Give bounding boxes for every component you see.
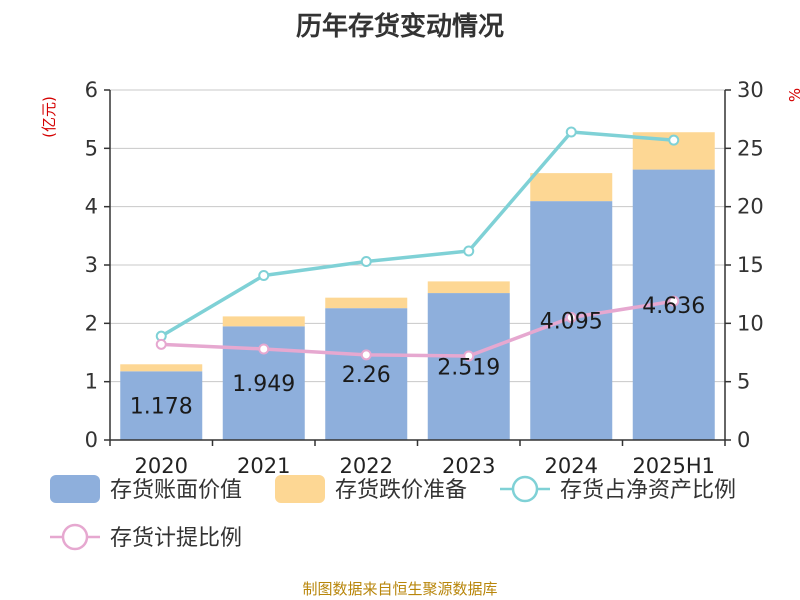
line-series-1 bbox=[160, 130, 674, 338]
bar-inventory-book-value bbox=[120, 371, 203, 440]
footer-source: 制图数据来自恒生聚源数据库 bbox=[302, 580, 497, 598]
axes: 0 1 2 3 4 5 6 0 5 10 15 20 25 30 2020 2021 2022 2023 2024 2… bbox=[85, 78, 764, 478]
bar-inventory-impairment bbox=[120, 364, 203, 372]
legend-marker bbox=[61, 523, 89, 551]
bar-inventory-impairment bbox=[530, 173, 613, 202]
y-left-tick-label: 3 bbox=[85, 253, 98, 277]
x-tick-label: 2022 bbox=[340, 454, 393, 478]
legend-marker bbox=[511, 475, 539, 503]
chart-title: 历年存货变动情况 bbox=[296, 11, 504, 42]
line-point bbox=[668, 295, 680, 307]
y-right-tick-label: 0 bbox=[737, 428, 750, 452]
y-right-tick-label: 30 bbox=[737, 78, 764, 102]
line-point bbox=[463, 245, 475, 257]
bar-value-label: 4.095 bbox=[540, 310, 603, 335]
y-left-tick-label: 0 bbox=[85, 428, 98, 452]
legend-label: 存货跌价准备 bbox=[335, 478, 467, 503]
y-axis-left-label: (亿元) bbox=[40, 96, 58, 138]
y-left-tick-label: 6 bbox=[85, 78, 98, 102]
line-point bbox=[668, 134, 680, 146]
bar-value-label: 1.949 bbox=[232, 372, 295, 397]
bar-inventory-impairment bbox=[222, 316, 305, 327]
bar-value-label: 1.178 bbox=[130, 395, 193, 420]
legend-bar-swatch bbox=[50, 475, 100, 503]
y-left-tick-label: 2 bbox=[85, 311, 98, 335]
y-left-tick-label: 5 bbox=[85, 136, 98, 160]
line-point bbox=[463, 350, 475, 362]
bars bbox=[120, 132, 715, 441]
x-tick-label: 2021 bbox=[237, 454, 290, 478]
y-right-tick-label: 20 bbox=[737, 195, 764, 219]
line-point bbox=[258, 343, 270, 355]
x-tick-label: 2025H1 bbox=[632, 454, 715, 478]
line-point bbox=[258, 270, 270, 281]
y-right-tick-label: 10 bbox=[737, 311, 764, 335]
bar-value-label: 2.519 bbox=[437, 356, 500, 381]
bar-value-label: 2.26 bbox=[342, 363, 391, 388]
series-lines bbox=[155, 126, 680, 362]
legend-label: 存货计提比例 bbox=[110, 526, 242, 551]
legend-bar-swatch bbox=[275, 475, 325, 503]
bar-inventory-impairment bbox=[427, 281, 510, 294]
x-tick-label: 2023 bbox=[442, 454, 495, 478]
y-axis-right-label: % bbox=[786, 88, 800, 102]
x-tick-label: 2024 bbox=[545, 454, 598, 478]
legend-label: 存货账面价值 bbox=[110, 478, 242, 503]
legend-label: 存货占净资产比例 bbox=[560, 478, 736, 503]
line-point bbox=[360, 256, 372, 267]
y-left-tick-label: 1 bbox=[85, 370, 98, 394]
y-left-tick-label: 4 bbox=[85, 195, 98, 219]
y-right-tick-label: 15 bbox=[737, 253, 764, 277]
line-point bbox=[565, 312, 577, 323]
y-right-tick-label: 5 bbox=[737, 370, 750, 394]
line-point bbox=[155, 338, 167, 350]
bar-value-label: 4.636 bbox=[642, 294, 705, 319]
bar-inventory-book-value bbox=[427, 293, 510, 440]
grid-lines bbox=[110, 89, 725, 383]
bar-inventory-book-value bbox=[325, 308, 408, 440]
data-labels: 1.178 1.949 2.26 2.519 4.095 4.636 bbox=[130, 294, 705, 420]
x-tick-label: 2020 bbox=[135, 454, 188, 478]
bar-inventory-impairment bbox=[325, 297, 408, 309]
y-right-tick-label: 25 bbox=[737, 136, 764, 160]
line-point bbox=[565, 126, 577, 138]
line-series-2 bbox=[161, 299, 675, 358]
line-point bbox=[360, 349, 372, 361]
